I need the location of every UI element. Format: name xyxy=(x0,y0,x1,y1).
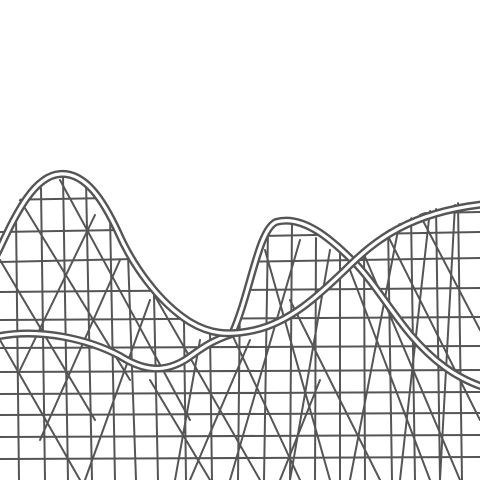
support-lattice xyxy=(0,174,480,480)
track-lower xyxy=(0,216,480,391)
track-upper xyxy=(0,169,480,338)
